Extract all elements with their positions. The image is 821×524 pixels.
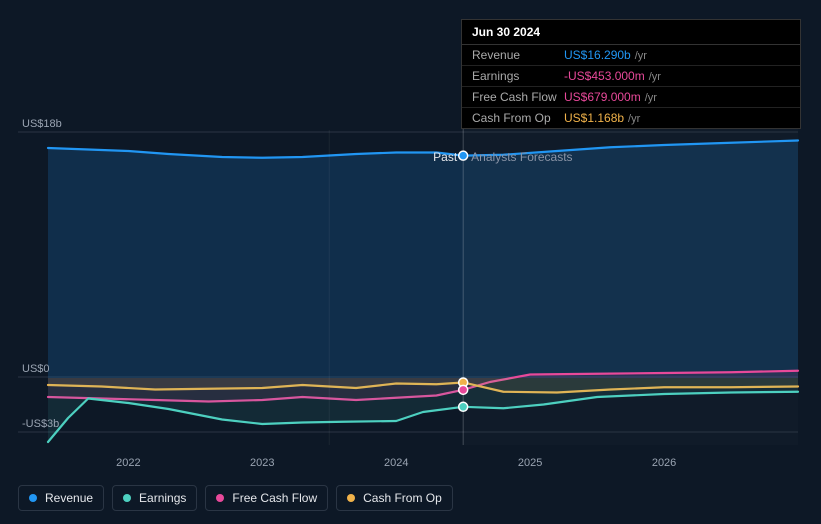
tooltip-row-label: Revenue bbox=[472, 48, 564, 62]
legend-dot-icon bbox=[347, 494, 355, 502]
tooltip-row-value: -US$453.000m bbox=[564, 69, 645, 83]
x-tick-label: 2025 bbox=[518, 457, 542, 469]
x-tick-label: 2024 bbox=[384, 457, 408, 469]
legend-label: Revenue bbox=[45, 491, 93, 505]
tooltip-row-suffix: /yr bbox=[649, 71, 661, 83]
chart-legend: Revenue Earnings Free Cash Flow Cash From O… bbox=[18, 485, 453, 511]
legend-label: Free Cash Flow bbox=[232, 491, 317, 505]
y-tick-label: US$18b bbox=[22, 118, 62, 130]
tooltip-row: RevenueUS$16.290b/yr bbox=[462, 45, 800, 66]
cursor-marker-fcf bbox=[459, 385, 468, 394]
legend-label: Earnings bbox=[139, 491, 186, 505]
x-tick-label: 2023 bbox=[250, 457, 274, 469]
legend-item-earnings[interactable]: Earnings bbox=[112, 485, 197, 511]
legend-item-fcf[interactable]: Free Cash Flow bbox=[205, 485, 328, 511]
tooltip-row-suffix: /yr bbox=[628, 113, 640, 125]
cursor-marker-revenue bbox=[459, 151, 468, 160]
y-tick-label: -US$3b bbox=[22, 418, 59, 430]
legend-dot-icon bbox=[29, 494, 37, 502]
x-tick-label: 2026 bbox=[652, 457, 676, 469]
legend-label: Cash From Op bbox=[363, 491, 442, 505]
past-label: Past bbox=[433, 150, 457, 164]
tooltip-row: Free Cash FlowUS$679.000m/yr bbox=[462, 87, 800, 108]
tooltip-row-value: US$1.168b bbox=[564, 111, 624, 125]
tooltip-row: Earnings-US$453.000m/yr bbox=[462, 66, 800, 87]
tooltip-row-value: US$16.290b bbox=[564, 48, 631, 62]
tooltip-row-suffix: /yr bbox=[635, 50, 647, 62]
tooltip-row-label: Earnings bbox=[472, 69, 564, 83]
legend-dot-icon bbox=[216, 494, 224, 502]
legend-item-revenue[interactable]: Revenue bbox=[18, 485, 104, 511]
legend-item-cfo[interactable]: Cash From Op bbox=[336, 485, 453, 511]
tooltip-row-label: Free Cash Flow bbox=[472, 90, 564, 104]
legend-dot-icon bbox=[123, 494, 131, 502]
revenue-area bbox=[48, 141, 798, 379]
tooltip-row-suffix: /yr bbox=[645, 92, 657, 104]
x-tick-label: 2022 bbox=[116, 457, 140, 469]
cursor-marker-earnings bbox=[459, 402, 468, 411]
financials-chart: { "background_color": "#0d1826", "plot":… bbox=[0, 0, 821, 524]
hover-tooltip: Jun 30 2024RevenueUS$16.290b/yrEarnings-… bbox=[461, 19, 801, 129]
tooltip-header: Jun 30 2024 bbox=[462, 20, 800, 45]
tooltip-row-value: US$679.000m bbox=[564, 90, 641, 104]
forecast-label: Analysts Forecasts bbox=[471, 150, 572, 164]
y-tick-label: US$0 bbox=[22, 363, 50, 375]
tooltip-row-label: Cash From Op bbox=[472, 111, 564, 125]
tooltip-row: Cash From OpUS$1.168b/yr bbox=[462, 108, 800, 128]
